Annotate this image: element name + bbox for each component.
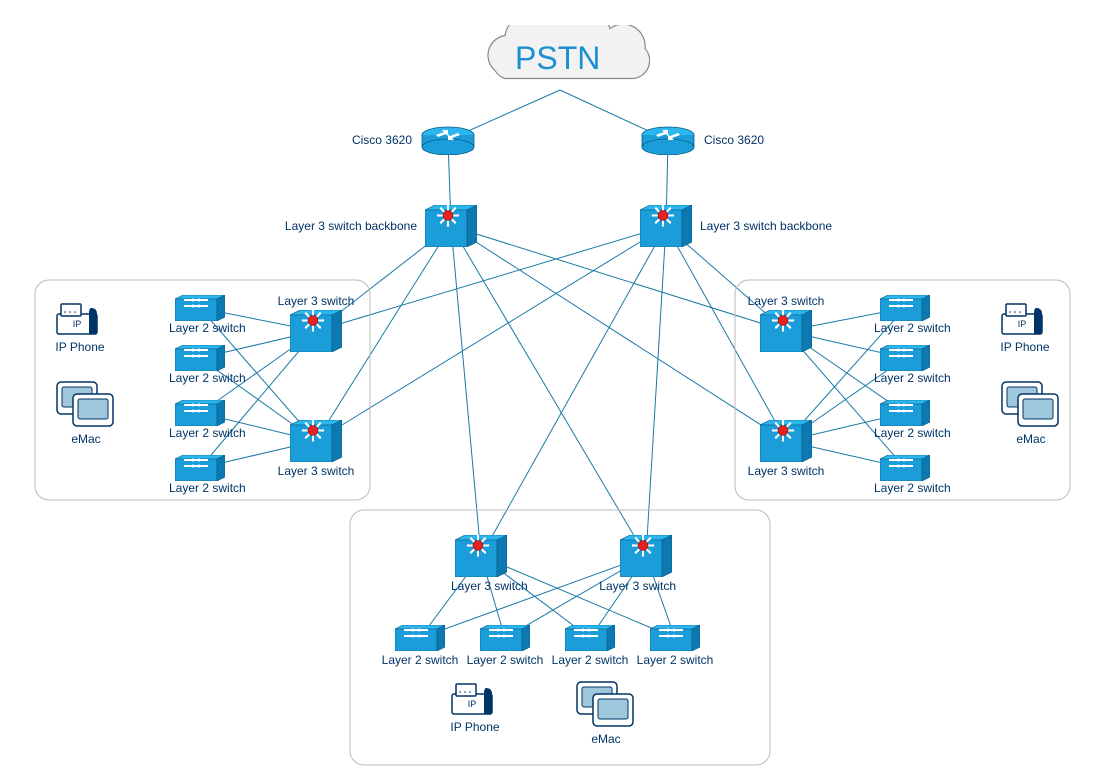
node-label: Layer 3 switch backbone [285, 219, 417, 233]
ipphone-icon: IP [1000, 300, 1050, 338]
node-label: IP Phone [1000, 340, 1049, 354]
node-label: Layer 2 switch [382, 653, 459, 667]
l3switch-icon [425, 205, 477, 247]
router-icon [420, 125, 476, 155]
node-label: eMac [591, 732, 620, 746]
node-label: Layer 2 switch [169, 481, 246, 495]
node-label: Layer 3 switch [748, 294, 825, 308]
l2switch-icon [880, 400, 930, 426]
node-label: Layer 3 switch [451, 579, 528, 593]
node-label: Layer 3 switch [748, 464, 825, 478]
ipphone-icon: IP [450, 680, 500, 718]
node-label: Layer 3 switch backbone [700, 219, 832, 233]
node-label: Layer 2 switch [874, 426, 951, 440]
node-label: Layer 3 switch [278, 294, 355, 308]
diagram-canvas: IP IP IP PSTN Cisco 3620 Cisco 3620 Layer 3 s… [0, 0, 1107, 780]
l2switch-icon [650, 625, 700, 651]
node-label: Layer 3 switch [278, 464, 355, 478]
l3switch-icon [620, 535, 672, 577]
node-label: Layer 2 switch [637, 653, 714, 667]
l2switch-icon [880, 345, 930, 371]
l2switch-icon [175, 455, 225, 481]
l2switch-icon [175, 345, 225, 371]
node-label: Layer 2 switch [169, 426, 246, 440]
l3switch-icon [290, 420, 342, 462]
l2switch-icon [565, 625, 615, 651]
node-label: eMac [71, 432, 100, 446]
emac-icon [55, 380, 117, 430]
l3switch-icon [760, 420, 812, 462]
l2switch-icon [175, 295, 225, 321]
l3switch-icon [760, 310, 812, 352]
ipphone-icon: IP [55, 300, 105, 338]
node-label: Layer 2 switch [467, 653, 544, 667]
l2switch-icon [880, 295, 930, 321]
l3switch-icon [455, 535, 507, 577]
emac-icon [575, 680, 637, 730]
svg-text:IP: IP [468, 699, 477, 709]
l2switch-icon [480, 625, 530, 651]
l2switch-icon [880, 455, 930, 481]
l3switch-icon [290, 310, 342, 352]
svg-text:IP: IP [1018, 319, 1027, 329]
l2switch-icon [395, 625, 445, 651]
l3switch-icon [640, 205, 692, 247]
node-label: Layer 2 switch [874, 371, 951, 385]
node-label: Cisco 3620 [352, 133, 412, 147]
pstn-label: PSTN [515, 40, 600, 77]
l2switch-icon [175, 400, 225, 426]
router-icon [640, 125, 696, 155]
node-label: Layer 3 switch [599, 579, 676, 593]
node-label: Cisco 3620 [704, 133, 764, 147]
svg-text:IP: IP [73, 319, 82, 329]
node-label: Layer 2 switch [552, 653, 629, 667]
node-label: Layer 2 switch [874, 481, 951, 495]
node-label: Layer 2 switch [169, 321, 246, 335]
node-label: Layer 2 switch [874, 321, 951, 335]
emac-icon [1000, 380, 1062, 430]
node-label: eMac [1016, 432, 1045, 446]
node-label: IP Phone [55, 340, 104, 354]
node-label: IP Phone [450, 720, 499, 734]
node-label: Layer 2 switch [169, 371, 246, 385]
